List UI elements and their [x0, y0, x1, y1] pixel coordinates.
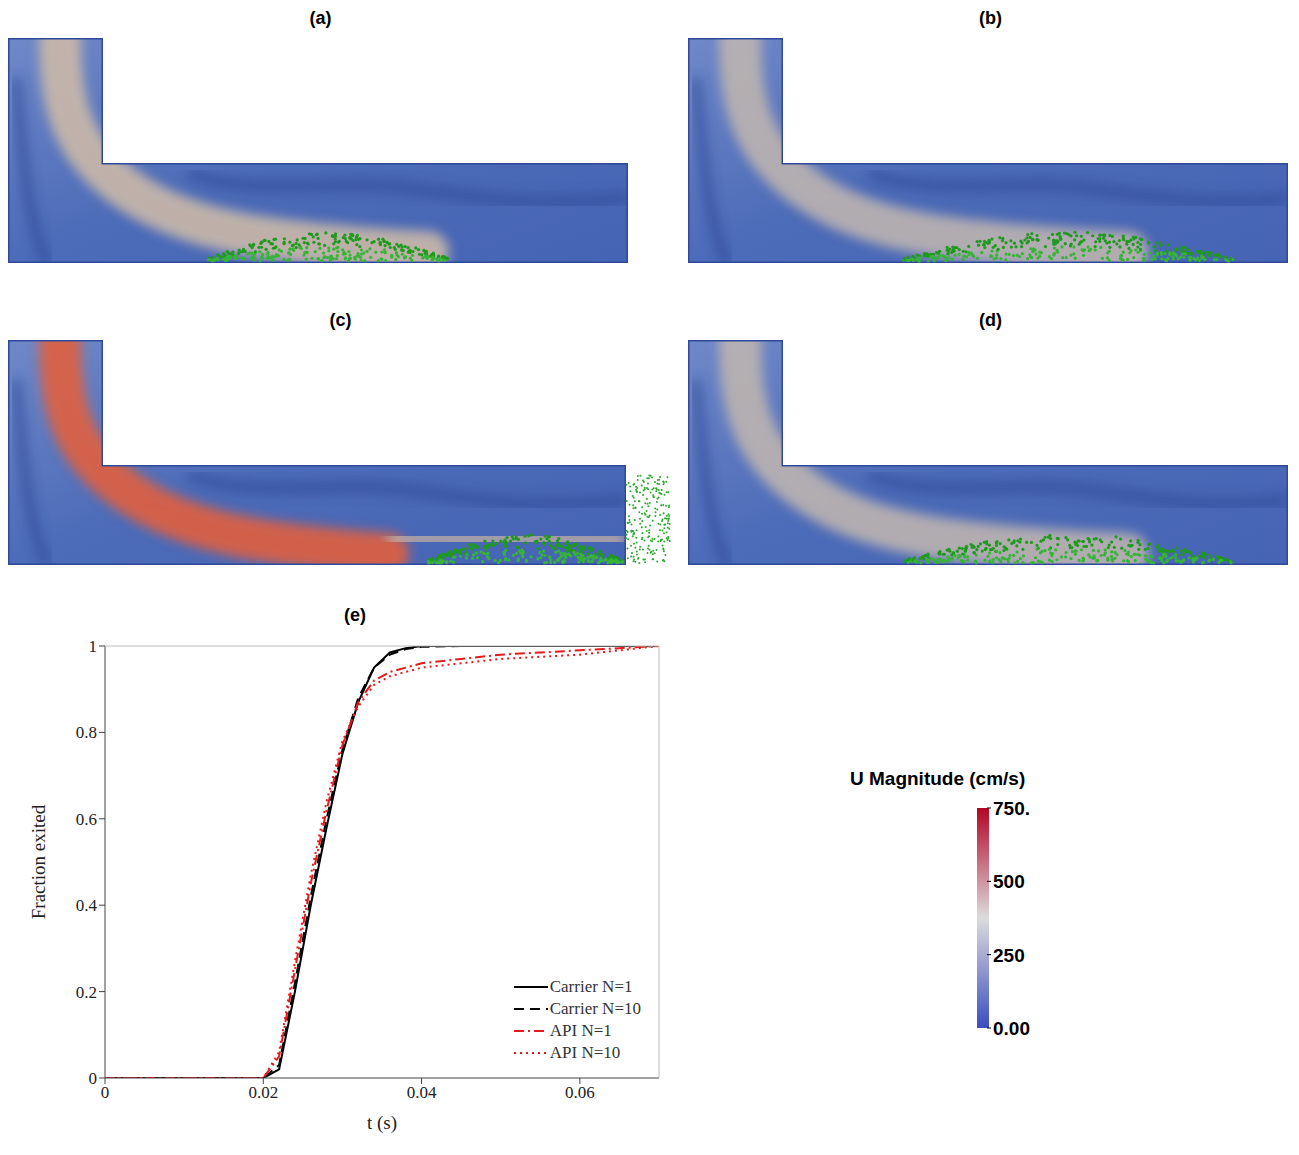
html-text:(d): (d) [979, 310, 1002, 330]
html-text:API N=1: API N=1 [549, 1021, 612, 1040]
svg-text:0.04: 0.04 [407, 1083, 437, 1102]
html-text:Carrier N=1: Carrier N=1 [549, 977, 633, 996]
svg-text:0.00: 0.00 [993, 1018, 1030, 1039]
svg-text:1: 1 [89, 637, 98, 656]
html-text:(a): (a) [309, 8, 332, 28]
svg-text:500: 500 [993, 871, 1025, 892]
html-text:API N=10: API N=10 [549, 1043, 621, 1062]
svg-text:0.06: 0.06 [565, 1083, 595, 1102]
svg-text:0.6: 0.6 [76, 810, 97, 829]
html-text:Carrier N=10: Carrier N=10 [549, 999, 641, 1018]
svg-text:0: 0 [89, 1069, 98, 1088]
html-text:(e): (e) [344, 605, 366, 625]
svg-text:750.: 750. [993, 798, 1030, 819]
svg-text:0.02: 0.02 [248, 1083, 278, 1102]
svg-text:0.8: 0.8 [76, 723, 97, 742]
svg-text:0.2: 0.2 [76, 983, 97, 1002]
svg-text:Fraction exited: Fraction exited [28, 804, 49, 919]
svg-text:t (s): t (s) [367, 1112, 397, 1134]
html-text:(c): (c) [329, 310, 352, 330]
svg-text:0.4: 0.4 [76, 896, 98, 915]
svg-text:250: 250 [993, 945, 1025, 966]
html-text:(b): (b) [979, 8, 1002, 28]
svg-text:0: 0 [101, 1083, 110, 1102]
html-text:U Magnitude (cm/s): U Magnitude (cm/s) [850, 768, 1026, 789]
